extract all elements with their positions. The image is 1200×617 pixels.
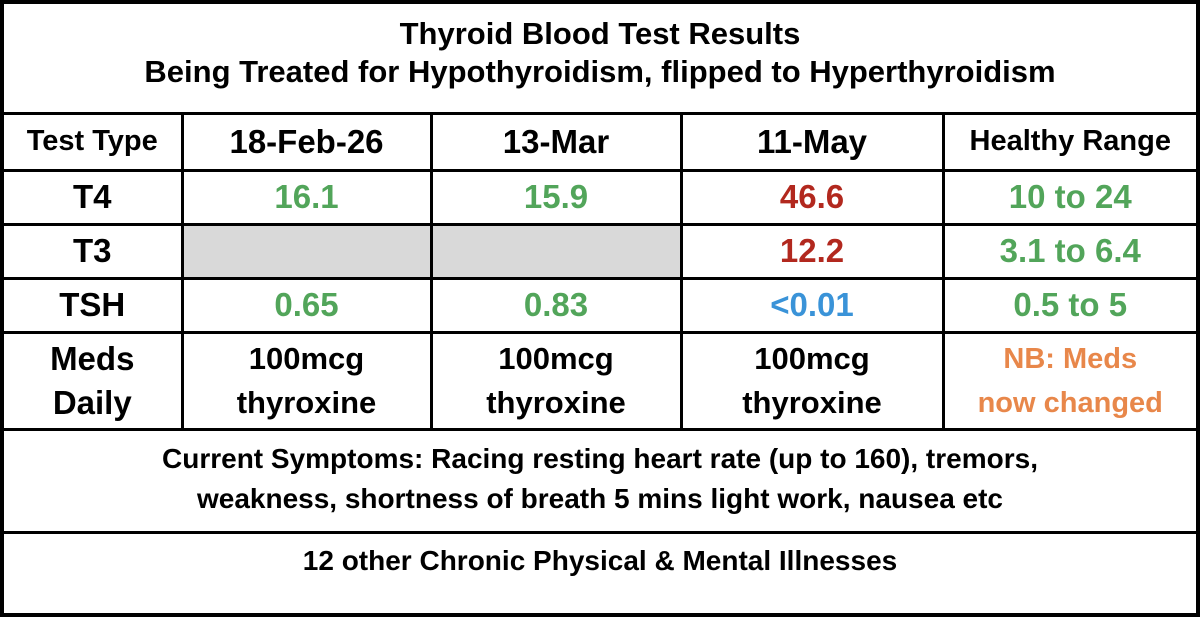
title-line: Thyroid Blood Test Results (399, 16, 801, 51)
symptoms-line: Current Symptoms: Racing resting heart r… (162, 442, 1038, 474)
row: T4 16.1 15.9 46.6 10 to 24 (4, 168, 1196, 226)
line: thyroxine (742, 384, 882, 420)
header-cell: Healthy Range (941, 115, 1196, 172)
line: Meds (50, 339, 135, 377)
line: NB: Meds (1003, 342, 1138, 375)
range: 3.1 to 6.4 (941, 222, 1196, 280)
line: thyroxine (486, 384, 626, 420)
header-cell: 18-Feb-26 (180, 115, 433, 172)
title: Thyroid Blood Test Results Being Treated… (4, 4, 1196, 115)
results-table: Test Type 18-Feb-26 13-Mar 11-May Health… (4, 115, 1196, 431)
symptoms: Current Symptoms: Racing resting heart r… (4, 431, 1196, 534)
test-name: TSH (4, 276, 184, 334)
line: 100mcg (754, 340, 870, 376)
header-cell: Test Type (4, 115, 184, 172)
cell: 16.1 (180, 168, 433, 226)
empty-cell (180, 222, 433, 280)
header-cell: 11-May (679, 115, 945, 172)
line: thyroxine (236, 384, 377, 420)
range: 10 to 24 (941, 168, 1196, 226)
note: NB: Meds now changed (941, 330, 1196, 431)
footer: 12 other Chronic Physical & Mental Illne… (302, 544, 898, 576)
test-name: T3 (4, 222, 184, 280)
line: Daily (52, 383, 132, 421)
cell: 46.6 (679, 168, 945, 226)
line: 100mcg (248, 340, 365, 376)
cell: 0.83 (429, 276, 683, 334)
symptoms-line: weakness, shortness of breath 5 mins lig… (196, 482, 1004, 514)
cell: 12.2 (679, 222, 945, 280)
cell: <0.01 (679, 276, 945, 334)
cell: 100mcg thyroxine (180, 330, 433, 431)
title-line: Being Treated for Hypothyroidism, flippe… (144, 54, 1056, 89)
empty-cell (429, 222, 683, 280)
cell: 100mcg thyroxine (679, 330, 945, 431)
cell: 15.9 (429, 168, 683, 226)
range: 0.5 to 5 (941, 276, 1196, 334)
row: TSH 0.65 0.83 <0.01 0.5 to 5 (4, 276, 1196, 334)
test-name: T4 (4, 168, 184, 226)
cell: 100mcg thyroxine (429, 330, 683, 431)
row: Meds Daily 100mcg thyroxine 100mcg thyroxin… (4, 330, 1196, 431)
row: T3 12.2 3.1 to 6.4 (4, 222, 1196, 280)
cell: 0.65 (180, 276, 433, 334)
header-row: Test Type 18-Feb-26 13-Mar 11-May Health… (4, 115, 1196, 172)
line: now changed (977, 386, 1163, 419)
test-name: Meds Daily (4, 330, 184, 431)
line: 100mcg (498, 340, 614, 376)
header-cell: 13-Mar (429, 115, 683, 172)
